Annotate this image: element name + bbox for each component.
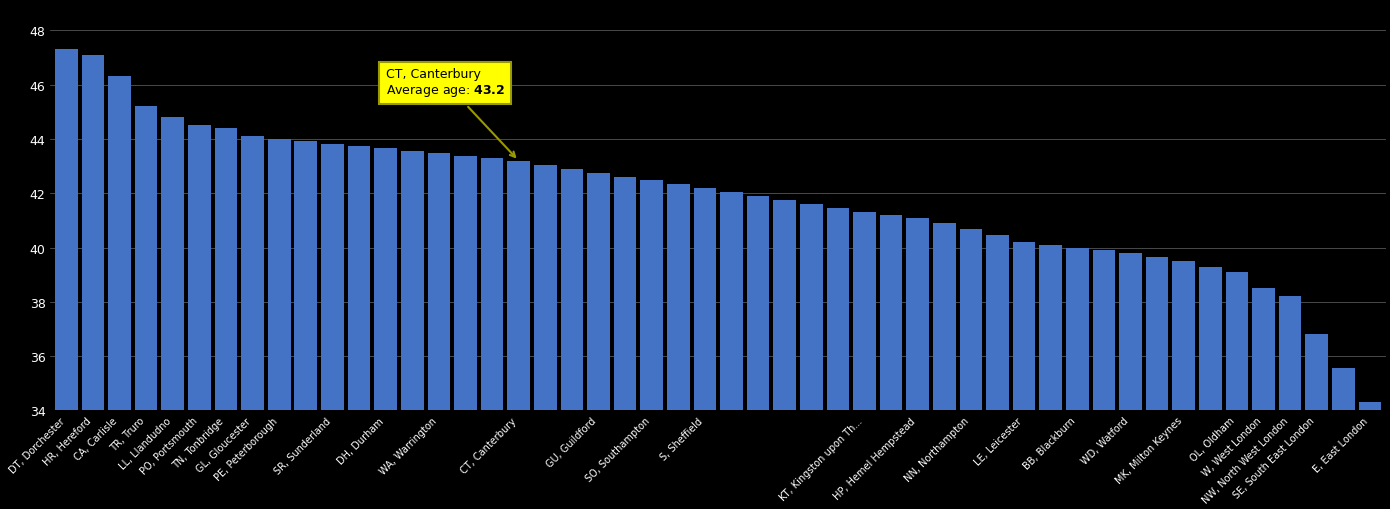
Bar — [694, 189, 716, 509]
Bar — [161, 118, 183, 509]
Bar — [1013, 243, 1036, 509]
Bar — [242, 137, 264, 509]
Bar — [986, 236, 1009, 509]
Bar — [1093, 251, 1115, 509]
Bar — [1066, 248, 1088, 509]
Bar — [933, 223, 955, 509]
Bar — [1279, 297, 1301, 509]
Bar — [534, 165, 556, 509]
Bar — [268, 139, 291, 509]
Bar — [108, 77, 131, 509]
Bar — [214, 129, 238, 509]
Bar — [799, 205, 823, 509]
Bar — [746, 197, 769, 509]
Bar — [400, 152, 424, 509]
Bar — [906, 218, 929, 509]
Bar — [560, 169, 584, 509]
Bar — [1305, 335, 1327, 509]
Bar — [880, 215, 902, 509]
Text: CT, Canterbury
Average age: $\bf{43.2}$: CT, Canterbury Average age: $\bf{43.2}$ — [385, 67, 516, 158]
Bar — [773, 201, 796, 509]
Bar — [587, 173, 610, 509]
Bar — [667, 185, 689, 509]
Bar — [827, 209, 849, 509]
Bar — [428, 154, 450, 509]
Bar — [455, 156, 477, 509]
Bar — [1040, 245, 1062, 509]
Bar — [507, 161, 530, 509]
Bar — [481, 159, 503, 509]
Bar — [1358, 403, 1382, 509]
Bar — [720, 193, 742, 509]
Bar — [959, 229, 983, 509]
Bar — [1332, 369, 1355, 509]
Bar — [1200, 267, 1222, 509]
Bar — [321, 144, 343, 509]
Bar — [1172, 262, 1195, 509]
Bar — [614, 177, 637, 509]
Bar — [188, 126, 211, 509]
Bar — [348, 147, 370, 509]
Bar — [295, 142, 317, 509]
Bar — [56, 50, 78, 509]
Bar — [135, 107, 157, 509]
Bar — [374, 149, 398, 509]
Bar — [853, 213, 876, 509]
Bar — [1252, 289, 1275, 509]
Bar — [1226, 272, 1248, 509]
Bar — [82, 55, 104, 509]
Bar — [1119, 253, 1141, 509]
Bar — [1145, 258, 1169, 509]
Bar — [641, 181, 663, 509]
